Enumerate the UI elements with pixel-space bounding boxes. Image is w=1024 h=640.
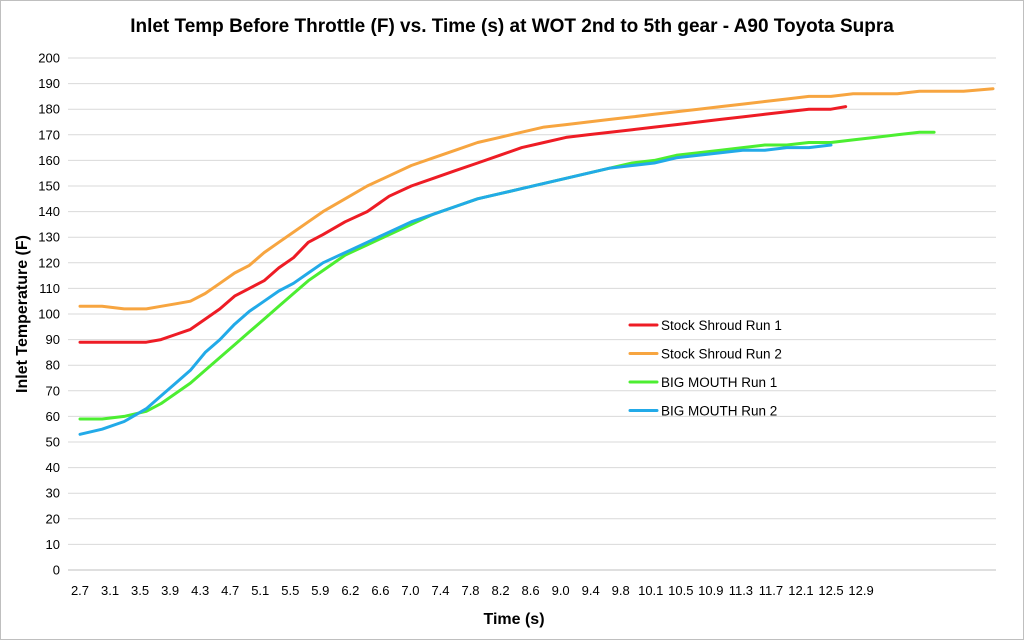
x-axis-ticks: 2.7 3.1 3.5 3.9 4.3 4.7 5.1 5.5 5.9 6.2 6.6 7.0 7.4 7… (71, 583, 874, 598)
y-tick-label: 50 (46, 435, 60, 450)
legend-entry: Stock Shroud Run 1 (661, 318, 782, 333)
x-tick-label: 9.8 (612, 583, 630, 598)
legend-entry: BIG MOUTH Run 1 (661, 375, 777, 390)
series-line-stock-shroud-run-1 (78, 105, 848, 344)
x-tick-label: 7.4 (431, 583, 449, 598)
x-tick-label: 5.1 (251, 583, 269, 598)
series-line-big-mouth-run-1 (78, 130, 936, 421)
y-tick-label: 110 (39, 281, 60, 296)
y-tick-label: 190 (38, 76, 60, 91)
x-tick-label: 3.9 (161, 583, 179, 598)
x-tick-label: 4.7 (221, 583, 239, 598)
x-tick-label: 8.2 (492, 583, 510, 598)
x-tick-label: 3.1 (101, 583, 119, 598)
x-tick-label: 7.0 (401, 583, 419, 598)
y-tick-label: 100 (38, 307, 60, 322)
chart-title: Inlet Temp Before Throttle (F) vs. Time … (130, 16, 894, 37)
y-tick-label: 130 (38, 230, 60, 245)
y-axis-title: Inlet Temperature (F) (14, 235, 31, 393)
x-tick-label: 5.9 (311, 583, 329, 598)
y-tick-label: 150 (38, 179, 60, 194)
x-tick-label: 12.9 (848, 583, 873, 598)
y-tick-label: 170 (38, 127, 60, 142)
x-tick-label: 3.5 (131, 583, 149, 598)
x-tick-label: 10.5 (668, 583, 693, 598)
y-tick-label: 180 (38, 102, 60, 117)
series-lines (78, 87, 995, 436)
y-tick-label: 80 (46, 358, 60, 373)
y-tick-label: 60 (46, 409, 60, 424)
x-tick-label: 11.3 (729, 583, 753, 598)
y-tick-label: 200 (38, 51, 60, 66)
x-tick-label: 4.3 (191, 583, 209, 598)
y-tick-label: 120 (38, 255, 60, 270)
x-tick-label: 6.6 (371, 583, 389, 598)
y-tick-label: 10 (46, 537, 60, 552)
x-tick-label: 9.0 (552, 583, 570, 598)
gridlines (68, 57, 996, 571)
y-tick-label: 90 (46, 332, 60, 347)
x-tick-label: 7.8 (461, 583, 479, 598)
y-tick-label: 30 (46, 486, 60, 501)
x-tick-label: 12.5 (818, 583, 843, 598)
y-tick-label: 40 (46, 460, 60, 475)
x-tick-label: 5.5 (281, 583, 299, 598)
y-axis-ticks: 0 10 20 30 40 50 60 70 80 90 100 110 120 130 140 150 160… (38, 51, 60, 578)
legend: Stock Shroud Run 1 Stock Shroud Run 2 BIG … (628, 318, 782, 419)
y-tick-label: 70 (46, 383, 60, 398)
y-tick-label: 0 (53, 563, 60, 578)
x-tick-label: 12.1 (788, 583, 813, 598)
y-tick-label: 160 (38, 153, 60, 168)
y-tick-label: 20 (46, 511, 60, 526)
legend-entry: Stock Shroud Run 2 (661, 347, 782, 362)
y-tick-label: 140 (38, 204, 60, 219)
series-line-big-mouth-run-2 (78, 143, 833, 436)
x-tick-label: 11.7 (759, 583, 783, 598)
x-tick-label: 9.4 (582, 583, 600, 598)
x-tick-label: 8.6 (522, 583, 540, 598)
series-line-stock-shroud-run-2 (78, 87, 995, 311)
x-tick-label: 2.7 (71, 583, 89, 598)
x-tick-label: 10.1 (638, 583, 663, 598)
x-tick-label: 10.9 (698, 583, 723, 598)
x-tick-label: 6.2 (341, 583, 359, 598)
legend-entry: BIG MOUTH Run 2 (661, 404, 777, 419)
x-axis-title: Time (s) (483, 611, 544, 628)
